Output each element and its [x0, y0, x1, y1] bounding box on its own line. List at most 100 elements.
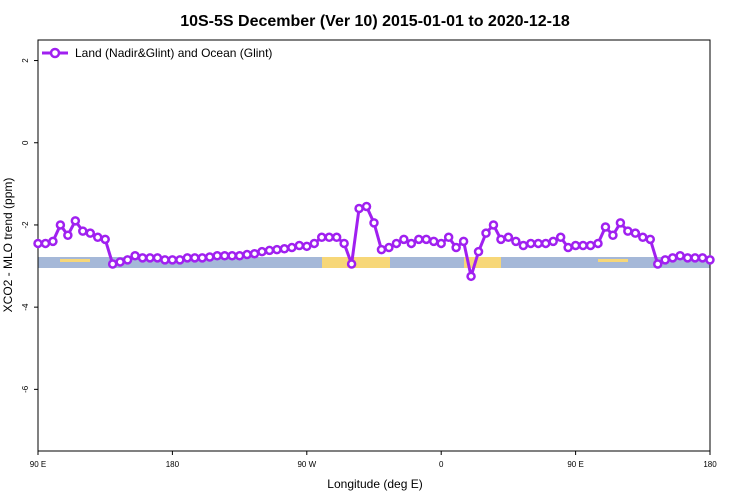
data-point — [406, 238, 417, 249]
data-point — [279, 244, 290, 254]
data-point — [481, 228, 491, 238]
data-point — [331, 232, 342, 243]
data-point — [458, 236, 469, 247]
data-point — [428, 236, 439, 247]
data-point — [697, 253, 708, 263]
data-point — [137, 253, 148, 263]
y-tick-label: 2 — [21, 58, 30, 63]
y-tick-label: 0 — [21, 140, 30, 145]
data-point — [526, 238, 536, 249]
data-point — [145, 253, 155, 263]
data-point — [33, 238, 43, 249]
data-point — [316, 232, 327, 243]
data-point — [78, 226, 88, 236]
data-point — [70, 216, 81, 226]
data-point — [652, 259, 663, 269]
data-point — [503, 232, 514, 243]
data-point — [585, 240, 596, 251]
data-point — [436, 238, 446, 249]
data-point — [593, 238, 603, 249]
data-point — [309, 238, 320, 249]
x-tick-label: 180 — [703, 460, 717, 469]
data-point — [630, 228, 641, 238]
legend-marker — [49, 47, 61, 59]
data-point — [615, 218, 626, 228]
data-point — [660, 255, 670, 265]
data-point — [55, 220, 66, 230]
data-point — [548, 236, 558, 247]
x-tick-label: 90 E — [567, 460, 583, 469]
data-point — [451, 242, 461, 253]
data-point — [496, 234, 506, 245]
data-point — [540, 238, 551, 249]
data-point — [122, 255, 133, 265]
data-point — [219, 251, 230, 261]
data-point — [294, 240, 305, 251]
y-tick-label: -2 — [21, 221, 30, 229]
data-point — [302, 241, 312, 252]
data-point — [204, 252, 215, 262]
data-point — [63, 230, 73, 240]
legend-label: Land (Nadir&Glint) and Ocean (Glint) — [75, 46, 272, 60]
x-tick-label: 0 — [439, 460, 444, 469]
data-point — [533, 238, 544, 249]
x-axis-label: Longitude (deg E) — [327, 477, 422, 491]
data-point — [257, 246, 267, 257]
data-point — [152, 253, 163, 263]
data-point — [600, 222, 611, 232]
plot-frame — [37, 39, 711, 452]
data-point — [339, 238, 349, 249]
data-point — [488, 220, 499, 230]
data-point — [369, 218, 379, 228]
data-point — [190, 253, 200, 263]
data-point — [48, 236, 58, 247]
land-band — [464, 257, 501, 268]
data-point — [675, 251, 685, 261]
data-point — [130, 251, 140, 261]
data-point — [182, 253, 193, 263]
data-point — [167, 255, 178, 265]
data-point — [272, 244, 282, 255]
data-point — [667, 253, 678, 263]
data-point — [705, 255, 715, 265]
data-point — [518, 240, 529, 251]
data-point — [638, 232, 648, 243]
x-tick-label: 90 W — [297, 460, 316, 469]
data-point — [115, 257, 125, 267]
data-point — [391, 238, 402, 249]
data-point — [414, 234, 424, 245]
chart-title: 10S-5S December (Ver 10) 2015-01-01 to 2… — [180, 13, 570, 30]
data-point — [264, 245, 275, 256]
data-point — [623, 226, 633, 236]
data-point — [361, 201, 372, 212]
data-point — [324, 232, 334, 243]
data-point — [249, 248, 260, 259]
data-point — [555, 232, 566, 243]
land-band — [598, 259, 628, 262]
data-point — [160, 255, 170, 265]
data-point — [682, 253, 693, 263]
y-axis-label: XCO2 - MLO trend (ppm) — [1, 178, 15, 313]
data-point — [570, 240, 581, 251]
data-point — [197, 253, 208, 263]
data-point — [100, 234, 110, 245]
data-point — [92, 232, 103, 243]
data-point — [85, 228, 96, 238]
data-point — [107, 259, 118, 269]
land-band — [60, 259, 90, 262]
data-point — [346, 259, 357, 269]
data-point — [212, 251, 222, 261]
data-point — [443, 232, 454, 243]
data-point — [473, 246, 484, 257]
x-tick-label: 180 — [166, 460, 180, 469]
data-point — [242, 249, 252, 260]
y-tick-label: -6 — [21, 385, 30, 393]
data-point — [399, 234, 409, 245]
data-point — [421, 234, 432, 245]
x-tick-label: 90 E — [30, 460, 46, 469]
data-point — [645, 234, 656, 245]
data-point — [578, 240, 588, 251]
data-point — [287, 242, 297, 253]
